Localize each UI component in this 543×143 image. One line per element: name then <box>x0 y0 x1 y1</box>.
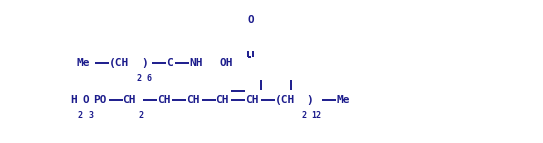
Text: CH: CH <box>186 95 200 105</box>
Text: OH: OH <box>219 58 233 68</box>
Text: CH: CH <box>123 95 136 105</box>
Text: O: O <box>82 95 89 105</box>
Text: (CH: (CH <box>275 95 295 105</box>
Text: CH: CH <box>245 95 258 105</box>
Text: NH: NH <box>189 58 203 68</box>
Text: 3: 3 <box>89 111 94 120</box>
Text: Me: Me <box>76 58 90 68</box>
Text: 12: 12 <box>312 111 321 120</box>
Text: 2: 2 <box>78 111 83 120</box>
Text: O: O <box>248 15 254 25</box>
Text: ): ) <box>141 58 148 68</box>
Text: 2: 2 <box>302 111 307 120</box>
Text: 2: 2 <box>138 111 143 120</box>
Text: CH: CH <box>216 95 229 105</box>
Text: 6: 6 <box>146 74 151 83</box>
Text: PO: PO <box>93 95 106 105</box>
Text: C: C <box>166 58 173 68</box>
Text: H: H <box>70 95 77 105</box>
Text: CH: CH <box>157 95 170 105</box>
Text: Me: Me <box>336 95 350 105</box>
Text: 2: 2 <box>136 74 142 83</box>
Text: ): ) <box>306 95 313 105</box>
Text: (CH: (CH <box>109 58 129 68</box>
